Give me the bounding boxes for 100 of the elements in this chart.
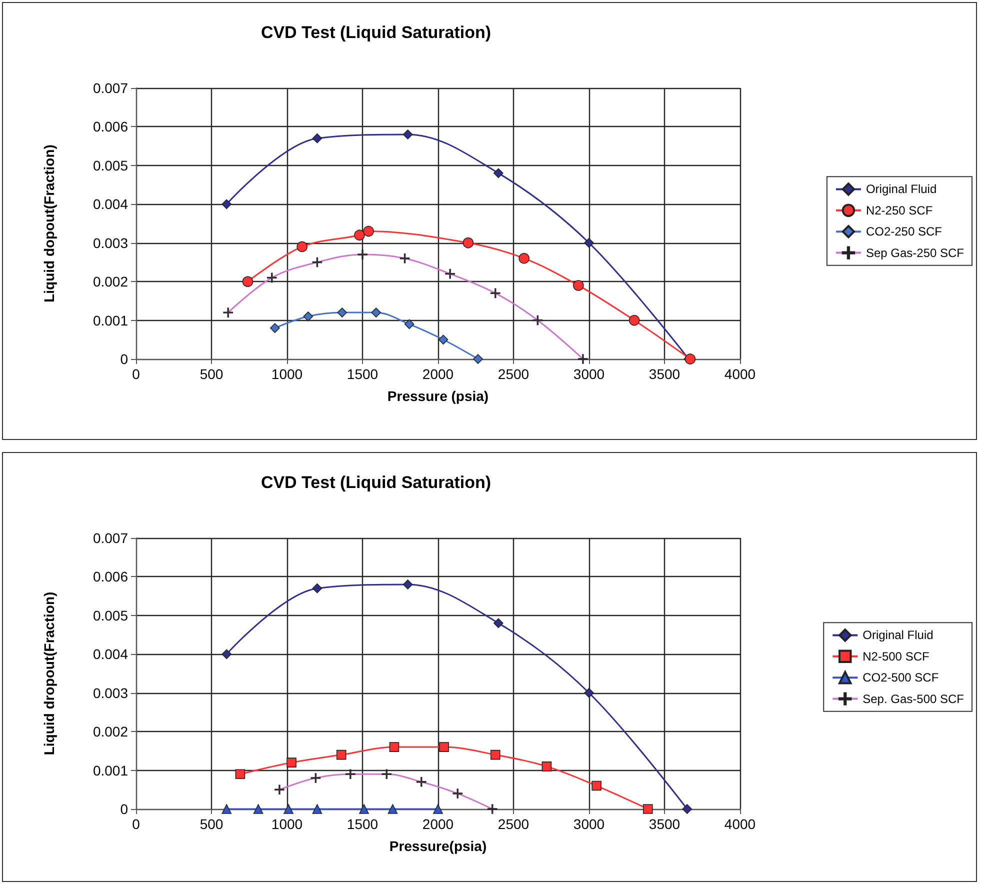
y-tick-label: 0.004 (92, 646, 128, 662)
point (312, 804, 322, 814)
point (388, 804, 398, 814)
point (223, 308, 234, 318)
point (296, 241, 308, 252)
y-tick-label: 0.007 (92, 80, 128, 96)
point (473, 354, 483, 364)
point (253, 804, 264, 814)
point (354, 230, 365, 241)
point (286, 758, 296, 768)
point (445, 268, 455, 279)
x-tick-label: 3000 (573, 366, 605, 382)
point (310, 773, 321, 783)
x-axis-title: Pressure(psia) (389, 838, 487, 854)
y-tick-label: 0.006 (92, 568, 128, 585)
point (584, 238, 594, 248)
point (337, 308, 348, 318)
legend-label: CO2-500 SCF (862, 670, 939, 685)
x-tick-label: 2500 (498, 366, 530, 382)
point (363, 226, 374, 237)
x-tick-label: 500 (200, 366, 224, 382)
point (439, 742, 449, 752)
point (682, 804, 692, 814)
x-tick-label: 0 (132, 816, 140, 832)
point (235, 769, 246, 780)
point (462, 237, 474, 248)
point (371, 308, 381, 318)
x-tick-label: 1500 (346, 366, 378, 382)
point (438, 334, 448, 345)
legend-label: N2-250 SCF (866, 203, 933, 218)
point (518, 252, 530, 264)
legend-label: Sep. Gas-500 SCF (862, 692, 964, 706)
x-tick-label: 2000 (422, 816, 454, 832)
point (270, 323, 280, 333)
point (542, 762, 552, 772)
point (487, 804, 498, 814)
point (494, 618, 504, 628)
x-tick-label: 2500 (498, 816, 530, 832)
point (404, 319, 414, 330)
point (573, 280, 584, 291)
point (490, 288, 500, 298)
chart-title: CVD Test (Liquid Saturation) (260, 473, 492, 492)
point (416, 777, 426, 787)
y-tick-label: 0.004 (92, 196, 128, 212)
point (274, 784, 284, 795)
point (358, 250, 368, 260)
y-tick-label: 0.006 (92, 118, 128, 135)
point (578, 354, 588, 364)
point (433, 804, 443, 814)
point (312, 133, 322, 144)
point (452, 788, 463, 798)
point (494, 168, 504, 178)
legend-label: Original Fluid (866, 182, 937, 196)
point (628, 314, 640, 326)
point (584, 688, 594, 698)
x-tick-label: 1500 (346, 816, 378, 832)
point (490, 750, 500, 760)
point (359, 804, 369, 814)
chart-title: CVD Test (Liquid Saturation) (260, 23, 492, 42)
point (336, 750, 346, 760)
x-tick-label: 3000 (573, 816, 605, 832)
point (346, 769, 356, 780)
legend-label: N2-500 SCF (862, 649, 930, 664)
x-axis-title: Pressure (psia) (387, 388, 489, 404)
legend-label: Sep Gas-250 SCF (866, 246, 964, 260)
y-tick-label: 0.002 (92, 274, 128, 290)
y-tick-label: 0 (120, 351, 128, 367)
y-tick-label: 0.001 (92, 762, 128, 778)
point (402, 580, 413, 590)
point (312, 583, 322, 594)
point (222, 804, 232, 814)
point (389, 742, 400, 752)
point (267, 272, 277, 283)
y-tick-label: 0.002 (92, 724, 128, 740)
y-tick-label: 0.003 (92, 234, 128, 251)
x-tick-label: 500 (200, 816, 224, 832)
y-tick-label: 0.001 (92, 312, 128, 328)
x-tick-label: 1000 (271, 366, 303, 382)
y-axis-title: Liquid dopout(Fraction) (41, 144, 57, 302)
legend-label: Original Fluid (862, 628, 934, 642)
y-axis-title: Liquid dropout(Fraction) (41, 592, 57, 756)
x-tick-label: 4000 (724, 366, 756, 382)
y-tick-label: 0.003 (92, 684, 128, 701)
point (402, 130, 413, 140)
x-tick-label: 2000 (422, 366, 454, 382)
point (642, 804, 653, 814)
point (592, 780, 602, 791)
y-tick-label: 0.007 (92, 530, 128, 546)
x-tick-label: 3500 (648, 816, 680, 832)
point (222, 649, 232, 660)
point (284, 804, 294, 814)
x-tick-label: 4000 (724, 816, 756, 832)
point (222, 199, 232, 210)
legend-label: CO2-250 SCF (866, 224, 942, 239)
y-tick-label: 0.005 (92, 607, 128, 624)
x-tick-label: 3500 (648, 366, 680, 382)
point (242, 276, 254, 287)
x-tick-label: 0 (132, 366, 140, 382)
y-tick-label: 0 (120, 801, 128, 817)
point (303, 312, 314, 322)
